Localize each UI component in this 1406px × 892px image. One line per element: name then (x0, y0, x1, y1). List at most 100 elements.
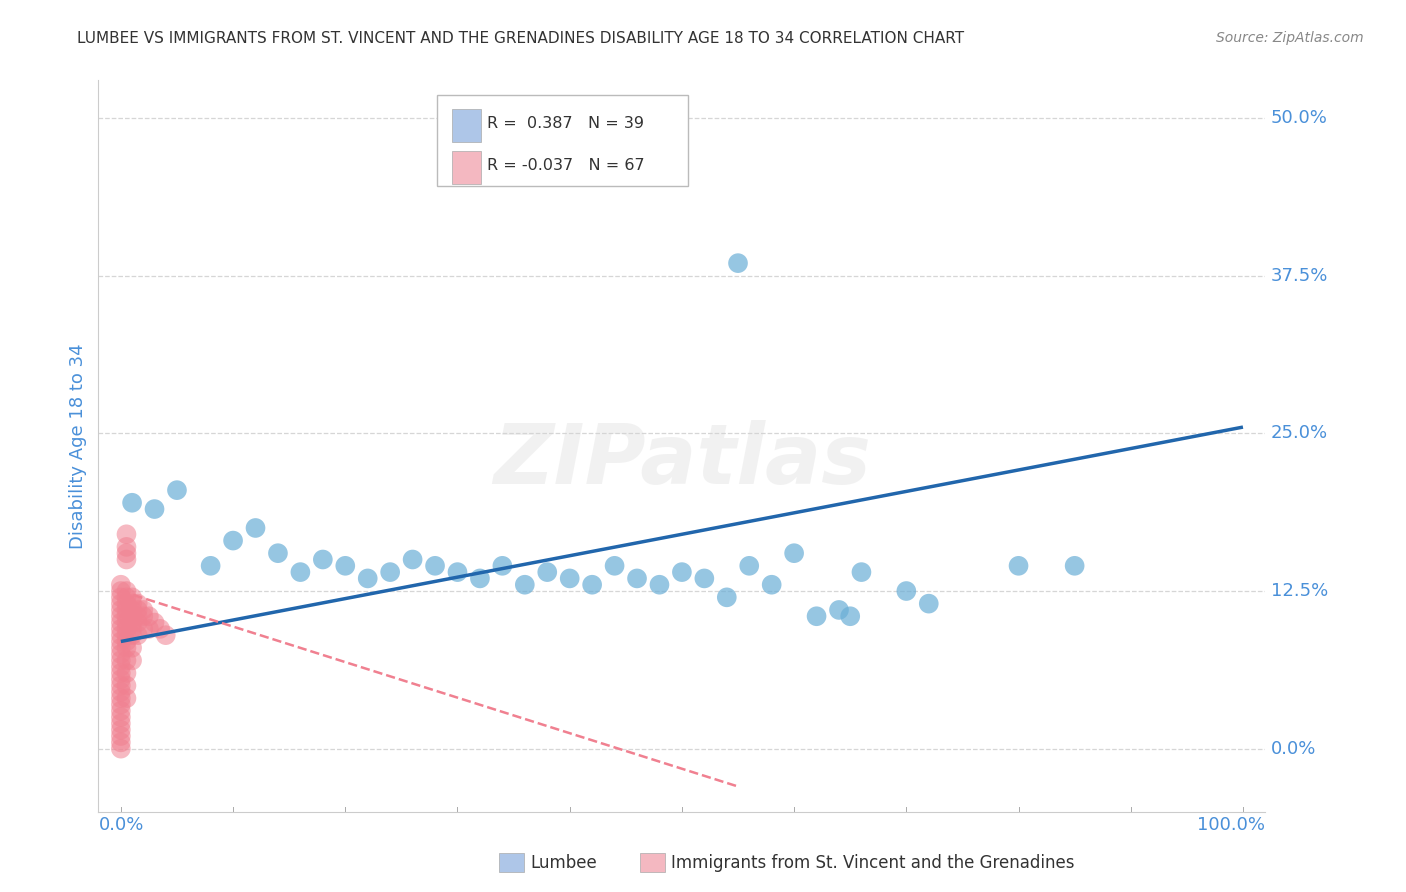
Point (727, 256, 749, 270)
Point (222, 533, 245, 548)
Point (121, 609, 143, 624)
Text: 50.0%: 50.0% (1271, 109, 1327, 128)
Point (115, 628, 138, 642)
Text: Immigrants from St. Vincent and the Grenadines: Immigrants from St. Vincent and the Gren… (671, 854, 1074, 871)
Point (115, 679, 138, 693)
Point (110, 578, 132, 592)
Point (312, 552, 335, 566)
Text: Source: ZipAtlas.com: Source: ZipAtlas.com (1216, 31, 1364, 45)
Point (127, 603, 149, 617)
Point (127, 628, 149, 642)
Point (290, 565, 312, 579)
Point (115, 640, 138, 655)
Point (121, 628, 143, 642)
Point (626, 571, 648, 585)
Point (127, 609, 149, 624)
Text: ZIPatlas: ZIPatlas (494, 420, 870, 501)
Point (121, 597, 143, 611)
Text: R =  0.387   N = 39: R = 0.387 N = 39 (486, 116, 644, 131)
Point (121, 622, 143, 636)
Point (335, 558, 357, 573)
Point (121, 615, 143, 630)
Point (110, 691, 132, 706)
Point (110, 591, 132, 605)
Point (115, 615, 138, 630)
Point (513, 578, 536, 592)
Point (110, 640, 132, 655)
Point (138, 609, 160, 624)
Point (446, 565, 468, 579)
Point (115, 609, 138, 624)
Text: 12.5%: 12.5% (1271, 582, 1329, 600)
Point (761, 578, 783, 592)
Point (166, 483, 188, 497)
Point (648, 578, 671, 592)
Point (115, 603, 138, 617)
Point (121, 653, 143, 667)
Point (1007, 558, 1029, 573)
Point (121, 603, 143, 617)
Point (918, 597, 941, 611)
Point (143, 502, 166, 516)
Point (423, 558, 446, 573)
Point (738, 558, 761, 573)
Point (121, 591, 143, 605)
Point (115, 552, 138, 566)
Point (132, 609, 155, 624)
Point (267, 546, 290, 560)
Point (200, 558, 222, 573)
Point (110, 698, 132, 712)
Point (603, 558, 626, 573)
Point (115, 622, 138, 636)
Point (716, 591, 738, 605)
Point (115, 591, 138, 605)
Point (110, 615, 132, 630)
Point (115, 527, 138, 541)
Point (491, 558, 513, 573)
Point (110, 665, 132, 680)
Point (693, 571, 716, 585)
Text: 37.5%: 37.5% (1271, 267, 1329, 285)
Point (127, 615, 149, 630)
Point (828, 603, 851, 617)
Point (110, 729, 132, 743)
Point (536, 565, 558, 579)
Point (110, 653, 132, 667)
Point (110, 704, 132, 718)
Point (127, 597, 149, 611)
Point (851, 565, 873, 579)
Point (468, 571, 491, 585)
Point (783, 546, 806, 560)
Point (581, 578, 603, 592)
Point (110, 603, 132, 617)
Text: R = -0.037   N = 67: R = -0.037 N = 67 (486, 158, 644, 173)
Point (245, 521, 267, 535)
Point (110, 659, 132, 673)
Point (115, 634, 138, 648)
FancyBboxPatch shape (437, 95, 688, 186)
Text: LUMBEE VS IMMIGRANTS FROM ST. VINCENT AND THE GRENADINES DISABILITY AGE 18 TO 34: LUMBEE VS IMMIGRANTS FROM ST. VINCENT AN… (77, 31, 965, 46)
Point (110, 673, 132, 687)
Point (401, 552, 423, 566)
Point (806, 609, 828, 624)
Point (115, 584, 138, 599)
Point (115, 665, 138, 680)
Y-axis label: Disability Age 18 to 34: Disability Age 18 to 34 (69, 343, 87, 549)
Point (110, 584, 132, 599)
Point (380, 565, 402, 579)
Point (896, 584, 918, 599)
Point (110, 597, 132, 611)
Point (121, 496, 143, 510)
Point (132, 603, 155, 617)
Point (110, 723, 132, 737)
Point (115, 546, 138, 560)
Point (110, 741, 132, 756)
Point (132, 622, 155, 636)
Text: 100.0%: 100.0% (1198, 815, 1265, 833)
Point (121, 640, 143, 655)
Text: Lumbee: Lumbee (530, 854, 596, 871)
Point (138, 622, 160, 636)
Point (110, 634, 132, 648)
Text: 0.0%: 0.0% (1271, 739, 1316, 757)
Point (110, 647, 132, 661)
